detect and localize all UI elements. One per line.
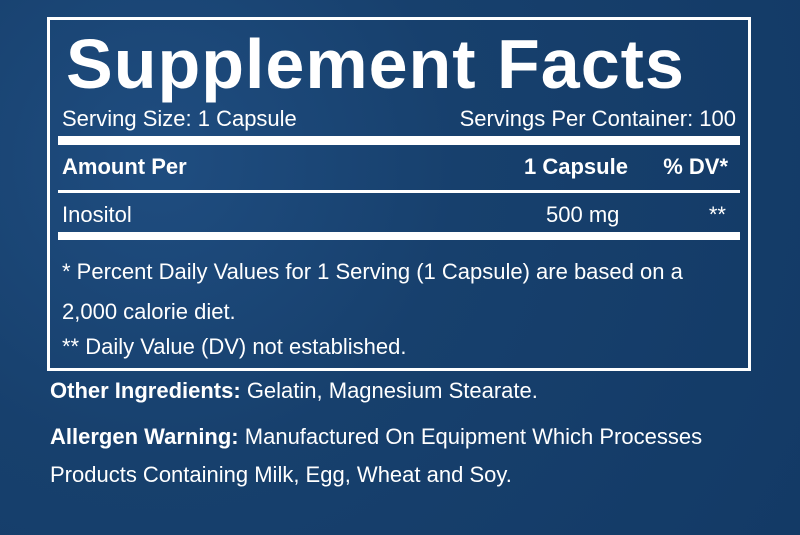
allergen-warning: Allergen Warning: Manufactured On Equipm… (50, 418, 760, 494)
ingredient-dv: ** (708, 202, 726, 227)
serving-size: Serving Size: 1 Capsule (62, 106, 297, 131)
ingredient-name: Inositol (62, 202, 132, 227)
text: Manufactured On Equipment Which Processe… (50, 424, 703, 487)
text: Gelatin, Magnesium Stearate. (246, 378, 538, 403)
thick-rule (58, 232, 740, 240)
footnote: * Percent Daily Values for 1 Serving (1 … (62, 259, 683, 324)
servings-per-container: Servings Per Container: 100 (459, 106, 736, 131)
label: Other Ingredients: (50, 378, 241, 403)
thick-rule (58, 136, 740, 145)
facts-panel: Supplement Facts Serving Size: 1 Capsule… (47, 17, 751, 371)
footnote: ** Daily Value (DV) not established. (62, 334, 407, 359)
title: Supplement Facts (66, 25, 685, 103)
header-amount: Amount Per (62, 154, 187, 179)
thin-rule (58, 190, 740, 193)
label: Allergen Warning: (50, 424, 239, 449)
header-dv: % DV* (663, 154, 728, 179)
header-serving: 1 Capsule (524, 154, 628, 179)
other-ingredients: Other Ingredients: Gelatin, Magnesium St… (50, 372, 760, 410)
ingredient-amount: 500 mg (546, 202, 620, 227)
